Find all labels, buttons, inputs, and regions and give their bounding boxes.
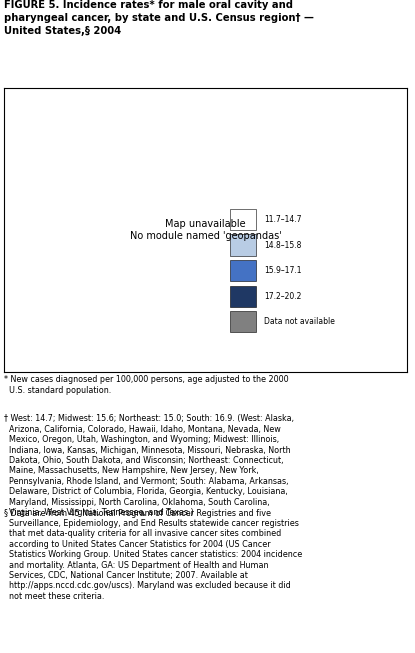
Bar <box>229 260 256 281</box>
Text: Map unavailable
No module named 'geopandas': Map unavailable No module named 'geopand… <box>129 219 281 241</box>
Text: † West: 14.7; Midwest: 15.6; Northeast: 15.0; South: 16.9. (West: Alaska,
  Ariz: † West: 14.7; Midwest: 15.6; Northeast: … <box>4 415 294 517</box>
Text: § Data are from 45 National Program of Cancer Registries and five
  Surveillance: § Data are from 45 National Program of C… <box>4 509 303 601</box>
Text: FIGURE 5. Incidence rates* for male oral cavity and
pharyngeal cancer, by state : FIGURE 5. Incidence rates* for male oral… <box>4 0 314 37</box>
Text: * New cases diagnosed per 100,000 persons, age adjusted to the 2000
  U.S. stand: * New cases diagnosed per 100,000 person… <box>4 375 289 395</box>
Text: 17.2–20.2: 17.2–20.2 <box>264 292 301 301</box>
Text: Data not available: Data not available <box>264 317 334 326</box>
Bar <box>229 311 256 332</box>
Bar <box>229 234 256 256</box>
Text: 15.9–17.1: 15.9–17.1 <box>264 266 301 275</box>
Bar <box>229 209 256 231</box>
Text: 14.8–15.8: 14.8–15.8 <box>264 240 301 249</box>
Bar <box>229 285 256 307</box>
Text: 11.7–14.7: 11.7–14.7 <box>264 215 301 224</box>
